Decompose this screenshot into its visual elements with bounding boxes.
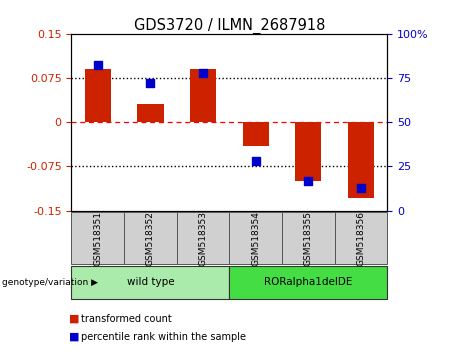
Bar <box>85 69 111 122</box>
Text: GSM518352: GSM518352 <box>146 211 155 266</box>
Text: GSM518353: GSM518353 <box>199 211 207 266</box>
Point <box>94 63 101 68</box>
Text: ■: ■ <box>69 314 79 324</box>
Text: GSM518355: GSM518355 <box>304 211 313 266</box>
Text: percentile rank within the sample: percentile rank within the sample <box>81 332 246 342</box>
Text: GSM518351: GSM518351 <box>93 211 102 266</box>
Point <box>305 178 312 183</box>
Point <box>199 70 207 75</box>
Bar <box>242 122 269 146</box>
Text: GSM518356: GSM518356 <box>356 211 366 266</box>
Bar <box>348 122 374 198</box>
Bar <box>295 122 321 181</box>
Text: ■: ■ <box>69 332 79 342</box>
Bar <box>190 69 216 122</box>
Bar <box>137 104 164 122</box>
Text: RORalpha1delDE: RORalpha1delDE <box>264 277 353 287</box>
Text: genotype/variation ▶: genotype/variation ▶ <box>2 278 98 287</box>
Point <box>252 158 260 164</box>
Title: GDS3720 / ILMN_2687918: GDS3720 / ILMN_2687918 <box>134 17 325 34</box>
Point <box>147 80 154 86</box>
Text: transformed count: transformed count <box>81 314 171 324</box>
Text: GSM518354: GSM518354 <box>251 211 260 266</box>
Text: wild type: wild type <box>127 277 174 287</box>
Point <box>357 185 365 190</box>
